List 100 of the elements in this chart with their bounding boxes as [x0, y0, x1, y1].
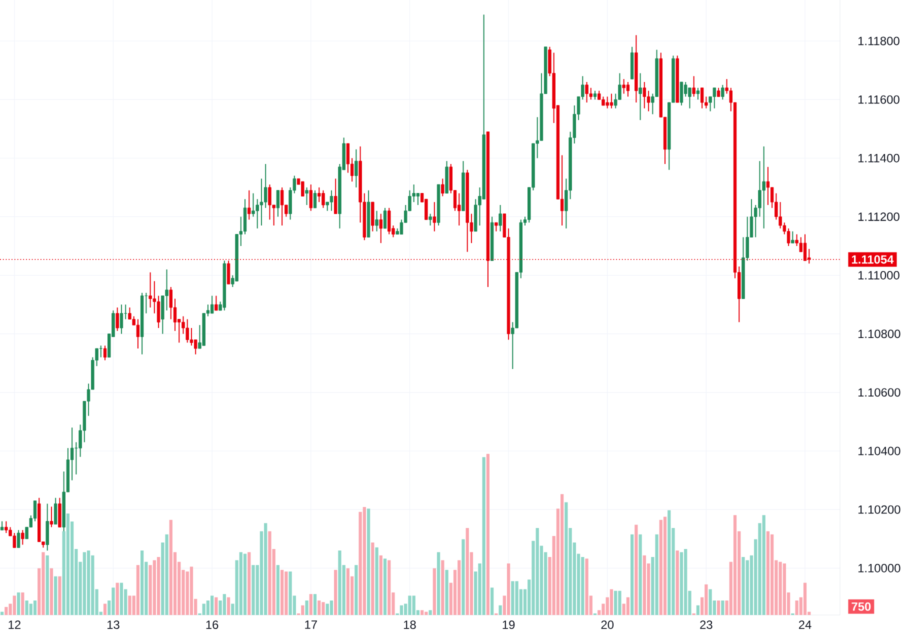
- bar: [733, 515, 737, 615]
- bar: [445, 570, 448, 615]
- bar: [634, 524, 638, 615]
- bar: [16, 592, 20, 615]
- candlestick: [194, 339, 198, 355]
- candlestick: [428, 213, 432, 226]
- bar: [458, 560, 461, 615]
- bar: [375, 547, 378, 615]
- candlestick: [778, 202, 782, 229]
- bar: [322, 602, 325, 615]
- candlestick: [252, 192, 255, 218]
- candlestick: [276, 190, 280, 218]
- bar: [248, 552, 251, 615]
- candlestick: [375, 210, 378, 232]
- candlestick: [156, 295, 160, 328]
- candlestick: [21, 530, 24, 546]
- x-tick-label: 13: [107, 620, 120, 629]
- bar: [25, 600, 28, 615]
- candlestick: [379, 213, 382, 244]
- y-tick-label: 1.11200: [858, 212, 900, 221]
- bar: [136, 565, 140, 615]
- candlestick: [318, 186, 321, 203]
- y-tick-label: 1.11800: [858, 36, 900, 46]
- bar: [778, 562, 782, 615]
- candlestick: [169, 286, 172, 320]
- candlestick: [58, 497, 62, 528]
- bar: [202, 604, 206, 615]
- candlestick: [622, 78, 626, 94]
- candlestick: [334, 178, 338, 214]
- candlestick: [280, 186, 284, 226]
- bar: [708, 589, 712, 615]
- bar: [156, 556, 160, 615]
- candlestick: [346, 142, 350, 174]
- candlestick: [646, 90, 650, 112]
- x-tick-label: 17: [305, 620, 317, 629]
- bar: [408, 596, 412, 615]
- bar: [280, 570, 284, 615]
- bar: [638, 534, 642, 615]
- candlestick: [606, 96, 609, 109]
- bar: [190, 566, 194, 615]
- candlestick: [309, 184, 312, 212]
- bar: [795, 600, 798, 615]
- bar: [42, 552, 45, 615]
- candlestick: [120, 304, 124, 334]
- bar: [400, 605, 404, 615]
- x-tick-label: 18: [404, 620, 416, 629]
- bar: [120, 582, 124, 615]
- bar: [506, 563, 510, 615]
- bar: [326, 604, 329, 615]
- bar: [379, 555, 382, 615]
- bar: [58, 576, 62, 615]
- candlestick: [696, 87, 700, 100]
- candlestick: [354, 148, 358, 188]
- bar: [610, 589, 614, 615]
- x-tick-label: 16: [206, 620, 218, 629]
- candlestick: [46, 503, 49, 552]
- bar: [676, 550, 679, 615]
- bar: [226, 597, 230, 615]
- text: 750: [852, 602, 871, 611]
- bar: [86, 550, 90, 615]
- bar: [564, 502, 568, 615]
- candlestick: [498, 204, 502, 232]
- candlestick: [16, 530, 20, 548]
- bar: [222, 594, 226, 615]
- candlestick: [758, 160, 762, 218]
- bar: [482, 457, 486, 615]
- bar: [668, 510, 671, 615]
- bar: [581, 556, 584, 615]
- bar: [383, 558, 387, 615]
- bar: [490, 588, 494, 615]
- bar: [276, 565, 280, 615]
- candlestick: [248, 190, 251, 220]
- candlestick: [388, 207, 391, 235]
- bar: [252, 565, 255, 615]
- candlestick: [432, 202, 436, 232]
- bar: [112, 588, 115, 615]
- bar: [309, 594, 312, 615]
- x-tick-label: 19: [502, 620, 515, 629]
- candlestick: [243, 198, 247, 235]
- bar: [663, 516, 667, 615]
- candlestick: [371, 202, 374, 232]
- bar: [515, 581, 518, 615]
- y-tick-label: 1.11000: [858, 271, 900, 280]
- y-tick-label: 1.10400: [858, 446, 900, 456]
- candlestick: [264, 163, 268, 208]
- bar: [498, 605, 502, 615]
- candlestick: [416, 192, 420, 206]
- candlestick: [712, 87, 716, 109]
- candlestick: [136, 318, 140, 349]
- candlestick: [383, 207, 387, 229]
- x-tick-label: 23: [700, 620, 712, 629]
- bar: [424, 612, 428, 615]
- bar: [82, 552, 86, 615]
- bar: [284, 571, 288, 615]
- candlestick: [322, 190, 325, 208]
- candlestick: [721, 84, 724, 100]
- candlestick: [116, 306, 119, 332]
- x-tick-label: 12: [8, 620, 20, 629]
- bar: [511, 581, 514, 615]
- bar: [560, 494, 564, 615]
